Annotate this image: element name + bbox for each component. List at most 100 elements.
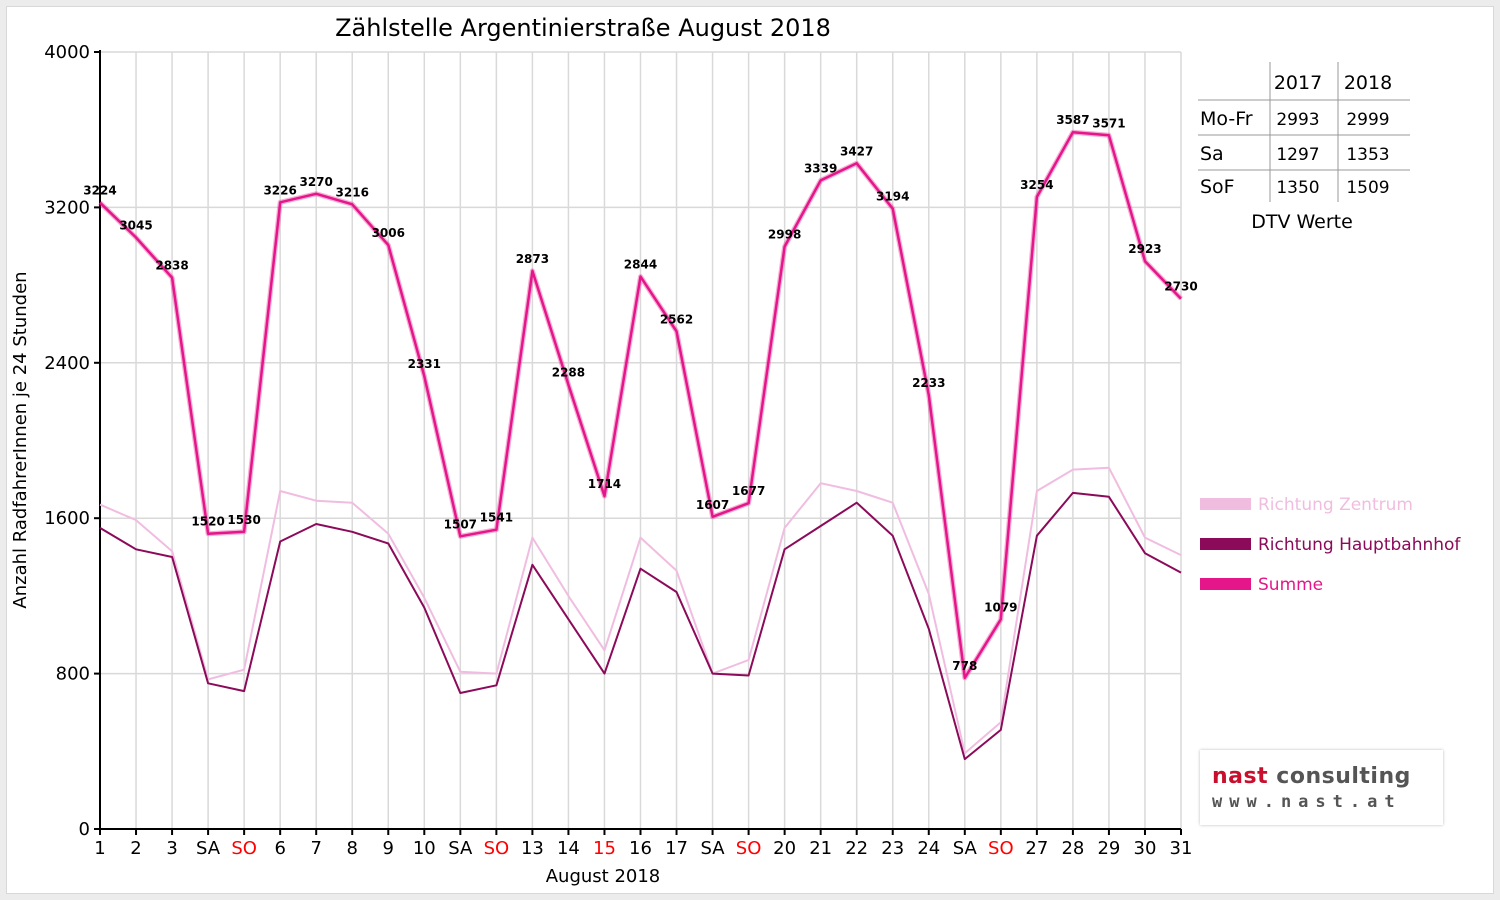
data-label: 2923	[1128, 242, 1161, 256]
series-line-summe	[99, 130, 1182, 680]
x-tick-label: SA	[196, 838, 221, 859]
data-label: 3006	[372, 226, 405, 240]
x-tick-label: SA	[701, 838, 726, 859]
data-label: 3224	[83, 184, 116, 198]
legend-swatch-zentrum	[1200, 498, 1251, 510]
x-tick-label: SO	[988, 838, 1014, 859]
data-label: 2998	[768, 228, 801, 242]
nast-consulting-logo: nast consulting www.nast.at	[1200, 750, 1443, 825]
data-label: 778	[952, 659, 977, 673]
dtv-table: 2017 2018 Mo-Fr 2993 2999 Sa 1297 1353 S…	[1198, 62, 1410, 233]
legend-swatch-hauptbahnhof	[1200, 538, 1251, 550]
y-tick-label: 1600	[44, 508, 90, 529]
x-tick-label: 30	[1134, 838, 1157, 859]
legend: Richtung Zentrum Richtung Hauptbahnhof S…	[1200, 495, 1461, 595]
dtv-cell: 1509	[1346, 178, 1389, 198]
x-tick-label: SO	[736, 838, 762, 859]
x-tick-label: 20	[773, 838, 796, 859]
dtv-header-2018: 2018	[1344, 72, 1392, 94]
dtv-cell: 1353	[1346, 145, 1389, 165]
data-label: 2730	[1164, 280, 1197, 294]
x-tick-label: 7	[310, 838, 321, 859]
series-line-richtung-hauptbahnhof	[99, 491, 1182, 761]
x-tick-label: SO	[484, 838, 510, 859]
axes	[94, 50, 1182, 835]
data-label: 1079	[984, 600, 1017, 614]
y-axis-label: Anzahl RadfahrerInnen je 24 Stunden	[10, 271, 31, 608]
logo-url: www.nast.at	[1212, 792, 1402, 812]
y-tick-label: 800	[56, 664, 90, 685]
y-tick-label: 0	[79, 819, 90, 840]
dtv-row-label: Mo-Fr	[1200, 108, 1253, 130]
x-tick-label: 3	[166, 838, 177, 859]
legend-label-summe: Summe	[1258, 575, 1323, 595]
data-label: 1541	[480, 511, 513, 525]
data-label: 1714	[588, 477, 621, 491]
data-label: 2233	[912, 376, 945, 390]
dtv-row-label: Sa	[1200, 143, 1224, 165]
data-label: 3587	[1056, 113, 1089, 127]
series-line-richtung-zentrum	[99, 466, 1182, 755]
grid	[99, 51, 1182, 830]
x-tick-label: 21	[809, 838, 832, 859]
data-label: 1677	[732, 484, 765, 498]
data-label: 3216	[336, 185, 369, 199]
series-lines	[98, 129, 1183, 761]
data-label: 3045	[119, 219, 152, 233]
x-tick-label: 29	[1097, 838, 1120, 859]
x-tick-label: 14	[557, 838, 580, 859]
x-tick-label: 22	[845, 838, 868, 859]
data-label: 2873	[516, 252, 549, 266]
x-tick-label: 8	[347, 838, 358, 859]
x-tick-label: 9	[383, 838, 394, 859]
data-label: 3270	[299, 175, 332, 189]
data-label: 1607	[696, 498, 729, 512]
x-tick-label: 10	[413, 838, 436, 859]
x-tick-label: 6	[274, 838, 285, 859]
dtv-cell: 1297	[1276, 145, 1319, 165]
data-label: 3571	[1092, 116, 1125, 130]
dtv-cell: 1350	[1276, 178, 1319, 198]
x-tick-label: 24	[917, 838, 940, 859]
dtv-header-2017: 2017	[1274, 72, 1322, 94]
dtv-caption: DTV Werte	[1251, 211, 1353, 233]
data-label: 3226	[263, 183, 296, 197]
data-label: 2838	[155, 259, 188, 273]
data-label: 1507	[444, 517, 477, 531]
x-axis-label: August 2018	[546, 866, 661, 887]
x-tick-label: SA	[953, 838, 978, 859]
dtv-cell: 2999	[1346, 110, 1389, 130]
x-tick-label: 1	[94, 838, 105, 859]
x-tick-label: 15	[593, 838, 616, 859]
x-tick-label: 13	[521, 838, 544, 859]
y-tick-label: 2400	[44, 353, 90, 374]
x-tick-label: SO	[231, 838, 257, 859]
x-tick-label: 2	[130, 838, 141, 859]
x-tick-label: 27	[1025, 838, 1048, 859]
legend-swatch-summe	[1200, 578, 1251, 590]
data-label: 2844	[624, 258, 657, 272]
y-tick-labels: 0 800 1600 2400 3200 4000	[44, 42, 90, 840]
x-tick-label: 31	[1170, 838, 1193, 859]
y-tick-label: 4000	[44, 42, 90, 63]
x-tick-label: 23	[881, 838, 904, 859]
data-label: 3339	[804, 161, 837, 175]
dtv-cell: 2993	[1276, 110, 1319, 130]
x-tick-label: SA	[448, 838, 473, 859]
legend-label-zentrum: Richtung Zentrum	[1258, 495, 1413, 515]
logo-wordmark: nast consulting	[1212, 764, 1411, 789]
x-tick-label: 16	[629, 838, 652, 859]
x-tick-labels: 1 2 3 SA SO 6 7 8 9 10 SA SO 13 14 15 16 17 SA SO 20 21 22 23 2…	[94, 838, 1192, 859]
y-tick-label: 3200	[44, 197, 90, 218]
dtv-row-label: SoF	[1200, 176, 1235, 198]
data-label: 1520	[191, 515, 224, 529]
data-label: 2562	[660, 312, 693, 326]
data-label: 2288	[552, 366, 585, 380]
x-tick-label: 17	[665, 838, 688, 859]
data-label: 1530	[227, 513, 260, 527]
data-label: 2331	[408, 357, 441, 371]
legend-label-hauptbahnhof: Richtung Hauptbahnhof	[1258, 535, 1461, 555]
data-label: 3427	[840, 144, 873, 158]
